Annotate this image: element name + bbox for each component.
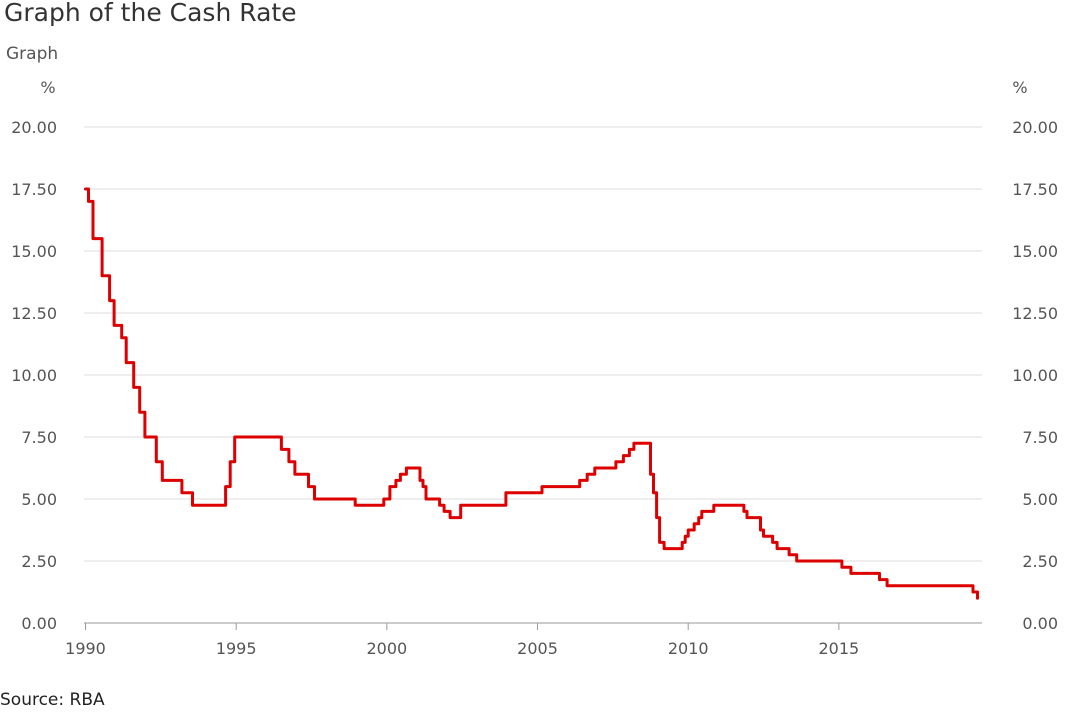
x-tick-label: 2005 xyxy=(517,639,558,658)
x-tick-label: 2000 xyxy=(366,639,407,658)
y-tick-label-left: 2.50 xyxy=(21,552,57,571)
y-tick-label-left: 7.50 xyxy=(21,428,57,447)
y-tick-label-left: 12.50 xyxy=(11,304,57,323)
x-tick-label: 1990 xyxy=(65,639,106,658)
y-tick-label-right: 17.50 xyxy=(1012,180,1058,199)
y-tick-label-right: 2.50 xyxy=(1022,552,1058,571)
y-tick-label-left: 5.00 xyxy=(21,490,57,509)
x-tick-label: 2015 xyxy=(819,639,860,658)
graph-subheading: Graph xyxy=(6,44,59,64)
y-axis-right: 0.00 2.50 5.00 7.50 10.00 12.50 15.00 17.50 20.0… xyxy=(1012,118,1058,633)
page-title: Graph of the Cash Rate xyxy=(4,0,297,27)
y-tick-label-left: 15.00 xyxy=(11,242,57,261)
y-tick-label-right: 7.50 xyxy=(1022,428,1058,447)
x-tick-label: 1995 xyxy=(216,639,257,658)
y-tick-label-right: 5.00 xyxy=(1022,490,1058,509)
y-tick-label-left: 0.00 xyxy=(21,614,57,633)
grid-lines xyxy=(84,126,982,562)
y-axis-left: 0.00 2.50 5.00 7.50 10.00 12.50 15.00 17.50 20.0… xyxy=(11,118,57,633)
y-tick-label-left: 10.00 xyxy=(11,366,57,385)
y-axis-unit-right: % xyxy=(1012,78,1027,97)
series-group xyxy=(84,187,979,600)
y-axis-unit-left: % xyxy=(40,78,55,97)
y-tick-label-right: 20.00 xyxy=(1012,118,1058,137)
y-tick-label-left: 20.00 xyxy=(11,118,57,137)
y-tick-label-right: 15.00 xyxy=(1012,242,1058,261)
y-tick-label-left: 17.50 xyxy=(11,180,57,199)
x-axis: 1990 1995 2000 2005 2010 2015 xyxy=(65,623,859,658)
y-tick-label-right: 12.50 xyxy=(1012,304,1058,323)
x-tick-label: 2010 xyxy=(668,639,709,658)
source-note: Source: RBA xyxy=(0,690,105,710)
y-tick-label-right: 10.00 xyxy=(1012,366,1058,385)
y-tick-label-right: 0.00 xyxy=(1022,614,1058,633)
series-line xyxy=(84,187,979,600)
